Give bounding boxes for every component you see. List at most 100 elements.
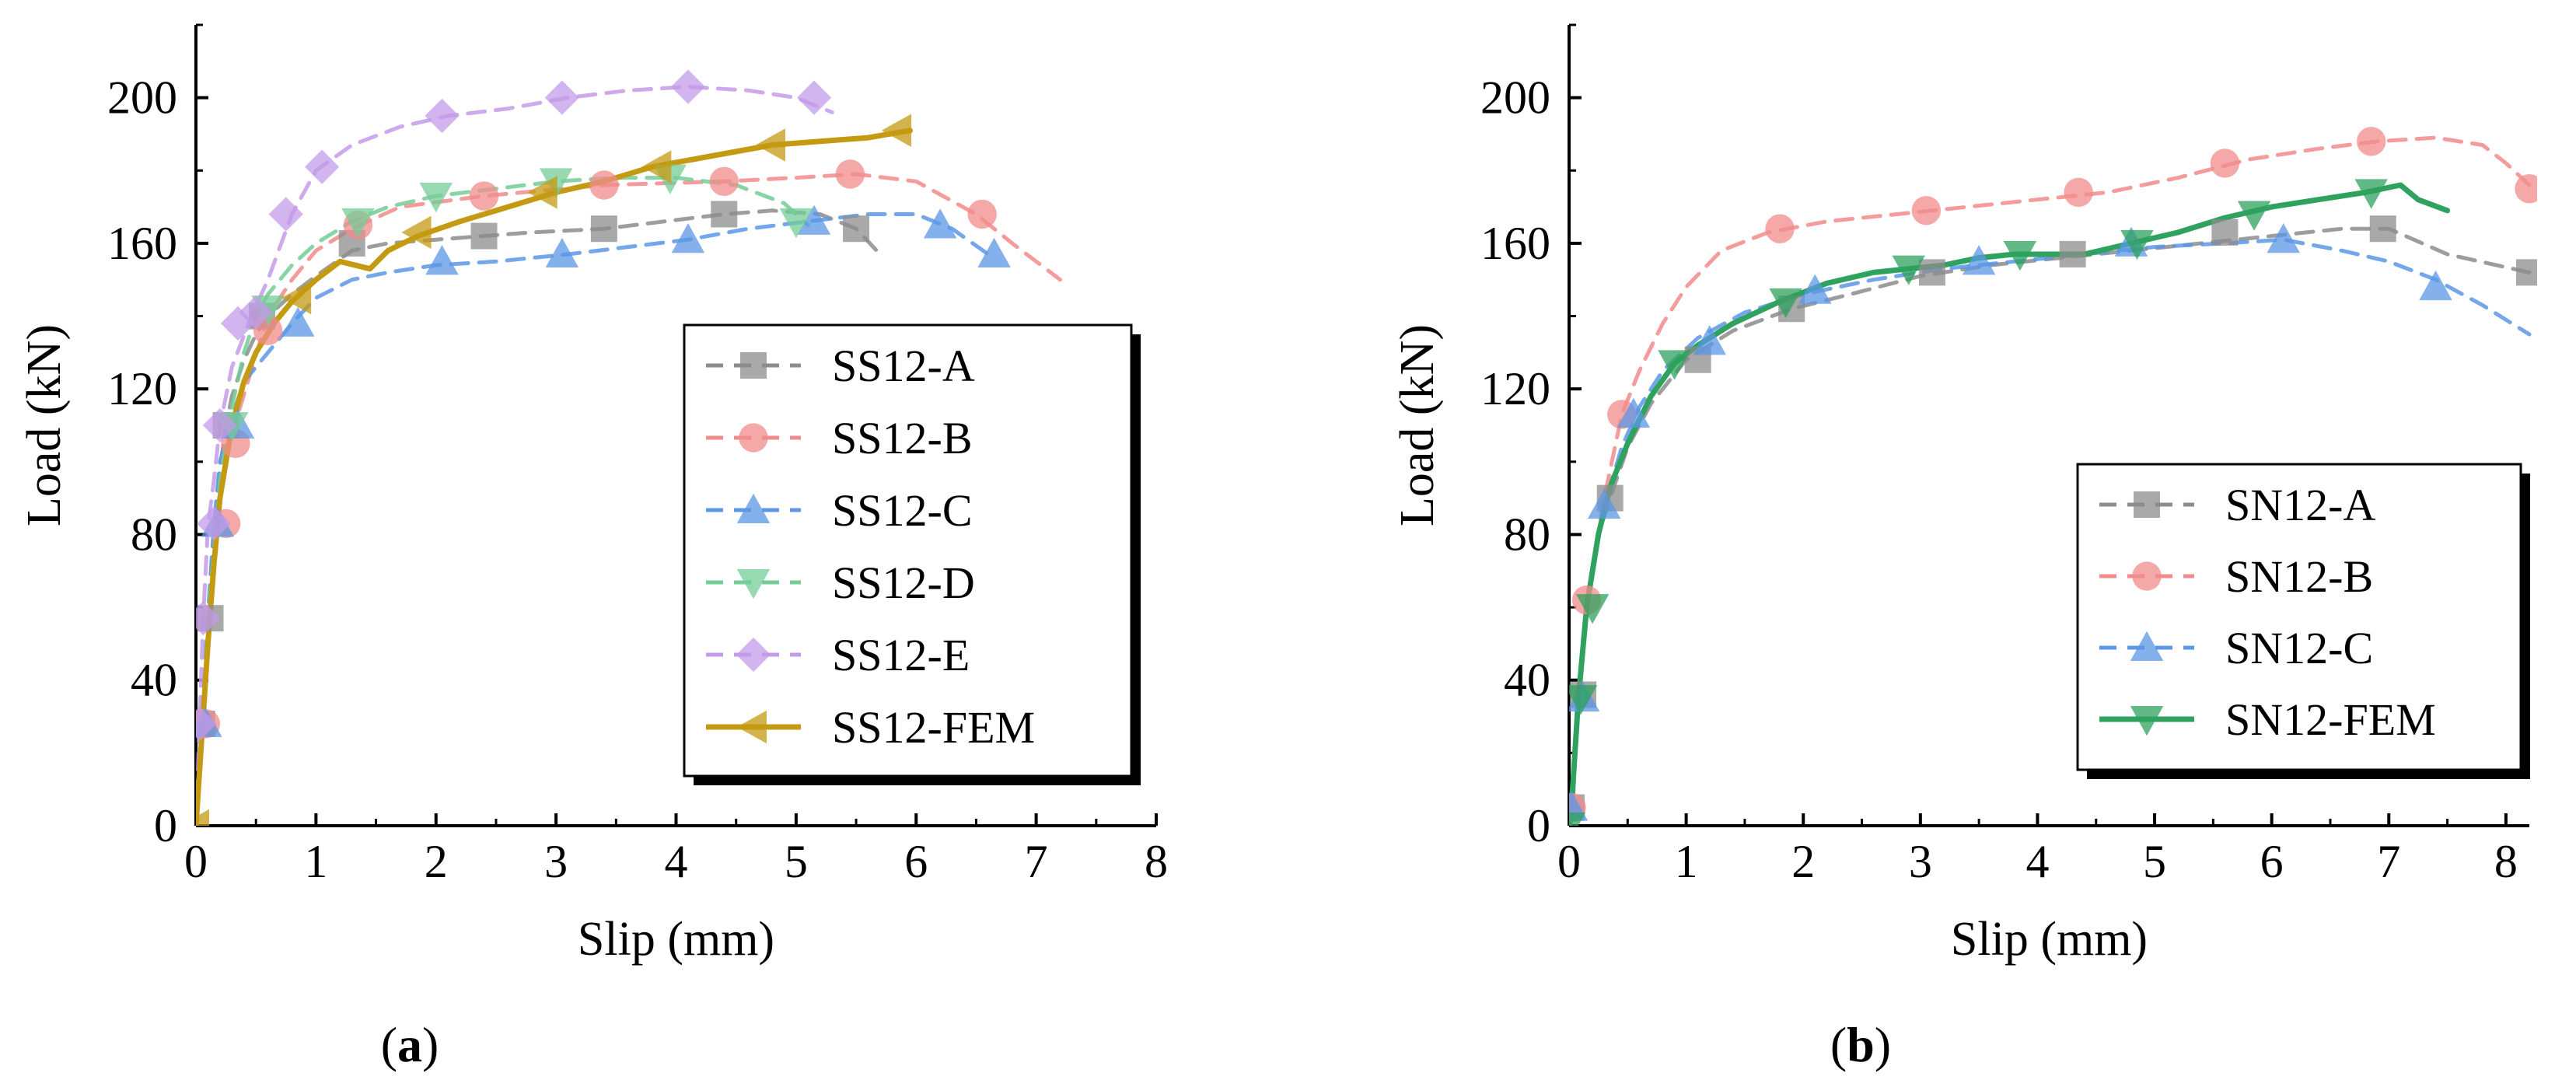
data-point-ss12-e [670, 69, 706, 104]
data-point-ss12-c [671, 222, 705, 253]
legend-marker-sn12-a [2134, 491, 2160, 518]
data-point-ss12-fem [401, 215, 432, 250]
data-point-ss12-e [196, 601, 221, 636]
data-point-ss12-b [469, 181, 499, 211]
legend-marker-sn12-fem [2130, 706, 2164, 736]
data-point-ss12-e [202, 407, 237, 443]
legend-label-ss12-e: SS12-E [832, 630, 970, 680]
data-point-sn12-c [1962, 245, 1996, 275]
legend-label-sn12-fem: SN12-FEM [2225, 694, 2436, 745]
data-point-sn12-fem [1569, 685, 1598, 715]
x-tick-label: 3 [1909, 836, 1932, 887]
x-tick-label: 8 [2494, 836, 2518, 887]
data-point-sn12-c [1587, 488, 1621, 519]
legend-marker-ss12-c [736, 493, 771, 523]
data-point-ss12-fem [196, 809, 209, 826]
data-point-sn12-fem [1575, 594, 1610, 624]
data-point-ss12-c [281, 306, 315, 337]
data-point-ss12-e [796, 80, 832, 115]
data-point-ss12-c [923, 208, 957, 239]
data-point-ss12-a [470, 222, 498, 250]
data-point-ss12-e [544, 80, 579, 115]
data-point-ss12-b [589, 170, 619, 200]
y-tick-label: 0 [154, 800, 177, 851]
data-point-sn12-fem [1892, 255, 1926, 285]
data-point-sn12-fem [2120, 229, 2154, 260]
x-tick-label: 3 [544, 836, 568, 887]
x-tick-label: 8 [1145, 836, 1168, 887]
legend-marker-sn12-c [2130, 631, 2164, 661]
data-point-ss12-c [797, 204, 831, 235]
legend-marker-ss12-e [736, 637, 771, 673]
data-point-sn12-a [2211, 218, 2239, 246]
data-point-sn12-b [2356, 127, 2386, 156]
x-axis-label: Slip (mm) [1951, 913, 2148, 966]
legend: SN12-A SN12-B SN12-C SN12-FEM [2076, 463, 2530, 779]
data-point-sn12-c [1798, 274, 1832, 304]
data-point-sn12-c [2419, 270, 2452, 301]
x-tick-label: 7 [2377, 836, 2400, 887]
x-tick-label: 4 [2025, 836, 2049, 887]
legend-marker-ss12-fem [736, 710, 767, 744]
x-tick-label: 5 [2143, 836, 2166, 887]
data-point-ss12-d [779, 208, 813, 239]
data-point-sn12-fem [1769, 288, 1802, 319]
data-point-ss12-d [341, 208, 375, 239]
legend-label-ss12-a: SS12-A [832, 341, 975, 391]
data-point-sn12-b [2515, 173, 2537, 204]
data-point-sn12-a [2059, 240, 2086, 267]
x-tick-label: 2 [425, 836, 448, 887]
y-tick-label: 80 [131, 509, 177, 560]
data-point-ss12-e [197, 506, 232, 541]
data-point-ss12-c [425, 245, 459, 275]
legend-label-sn12-b: SN12-B [2225, 551, 2373, 602]
x-tick-label: 2 [1791, 836, 1815, 887]
data-point-ss12-a [590, 215, 617, 243]
legend-label-ss12-fem: SS12-FEM [832, 702, 1035, 753]
x-tick-label: 6 [2260, 836, 2284, 887]
data-point-sn12-a [1918, 259, 1945, 286]
data-point-ss12-fem [527, 176, 557, 209]
data-point-sn12-fem [1658, 350, 1691, 380]
y-tick-label: 120 [107, 363, 177, 414]
data-point-ss12-c [977, 237, 1011, 267]
x-tick-label: 1 [1675, 836, 1698, 887]
y-tick-label: 80 [1504, 509, 1550, 560]
x-tick-label: 0 [184, 836, 208, 887]
data-point-ss12-a [843, 215, 870, 243]
data-point-sn12-fem [1569, 813, 1586, 826]
y-tick-label: 160 [1480, 218, 1550, 269]
y-tick-label: 40 [1504, 655, 1550, 706]
data-point-ss12-b [709, 166, 739, 197]
data-point-sn12-c [1693, 325, 1726, 355]
data-point-ss12-a [711, 201, 738, 228]
plot-area [196, 69, 1062, 826]
data-point-ss12-b [835, 159, 865, 189]
y-tick-label: 200 [107, 72, 177, 124]
x-tick-label: 4 [665, 836, 688, 887]
plot-area [1569, 127, 2537, 826]
y-axis-label: Load (kN) [1391, 324, 1444, 526]
legend-label-ss12-d: SS12-D [832, 557, 975, 608]
legend-marker-sn12-b [2132, 561, 2162, 591]
panel-label-b: (b) [1830, 1017, 1891, 1072]
data-point-ss12-e [268, 197, 303, 232]
data-point-sn12-b [2064, 177, 2093, 208]
x-axis-label: Slip (mm) [578, 913, 774, 966]
x-tick-label: 6 [904, 836, 928, 887]
x-tick-label: 1 [304, 836, 327, 887]
legend: SS12-A SS12-B SS12-C SS12-D SS12-E SS12-FEM [683, 323, 1141, 785]
y-tick-label: 40 [131, 655, 177, 706]
data-point-sn12-a [2516, 259, 2537, 286]
legend-label-sn12-c: SN12-C [2225, 623, 2373, 673]
legend-marker-ss12-d [736, 569, 771, 599]
data-point-sn12-b [1911, 196, 1942, 225]
y-tick-label: 160 [107, 218, 177, 269]
x-tick-label: 5 [785, 836, 808, 887]
y-tick-label: 200 [1480, 72, 1550, 124]
data-point-ss12-c [545, 237, 579, 267]
data-point-sn12-fem [2003, 240, 2037, 271]
data-point-sn12-c [1617, 397, 1651, 428]
data-point-sn12-fem [2237, 201, 2271, 231]
legend-label-sn12-a: SN12-A [2225, 480, 2375, 530]
